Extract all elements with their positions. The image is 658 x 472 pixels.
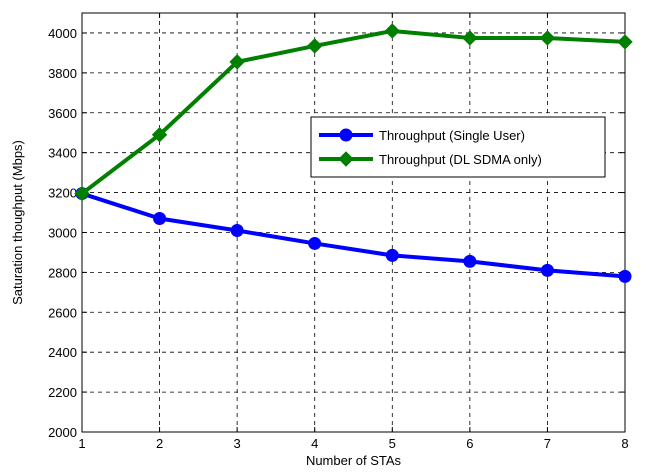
y-tick-label: 4000 — [48, 26, 77, 41]
x-axis-label: Number of STAs — [306, 453, 402, 468]
data-point — [307, 38, 323, 54]
y-tick-label: 3000 — [48, 225, 77, 240]
x-tick-label: 7 — [544, 436, 551, 451]
series-single-user — [75, 187, 632, 283]
data-point — [308, 236, 322, 250]
series-line — [81, 191, 626, 279]
plot-area-frame — [81, 12, 626, 433]
series-dl-sdma — [74, 23, 633, 202]
y-tick-label: 3800 — [48, 66, 77, 81]
data-point — [230, 223, 244, 237]
x-tick-label: 6 — [466, 436, 473, 451]
legend-marker-single-user — [339, 128, 353, 142]
data-point — [229, 54, 245, 70]
data-point — [540, 263, 554, 277]
series-layer — [74, 23, 633, 283]
legend-label-single-user: Throughput (Single User) — [379, 128, 525, 143]
y-tick-label: 2400 — [48, 345, 77, 360]
data-point — [539, 30, 556, 46]
x-tick-label: 1 — [78, 436, 85, 451]
legend: Throughput (Single User) Throughput (DL … — [310, 116, 606, 178]
data-point — [385, 248, 399, 262]
data-point — [462, 30, 478, 46]
y-tick-label: 3400 — [48, 146, 77, 161]
legend-marker-dl-sdma — [338, 151, 354, 167]
y-tick-label: 2200 — [48, 385, 77, 400]
y-tick-label: 3200 — [48, 186, 77, 201]
grid-lines — [82, 13, 625, 432]
y-axis-label: Saturation thoughput (Mbps) — [10, 140, 25, 305]
data-point — [153, 212, 167, 226]
x-tick-label: 5 — [389, 436, 396, 451]
y-tick-label: 3600 — [48, 106, 77, 121]
x-tick-label: 8 — [621, 436, 628, 451]
data-point — [74, 185, 90, 202]
data-point — [463, 254, 477, 268]
legend-label-dl-sdma: Throughput (DL SDMA only) — [379, 152, 542, 167]
y-tick-label: 2600 — [48, 305, 77, 320]
legend-box — [310, 116, 606, 178]
y-tick-label: 2800 — [48, 265, 77, 280]
series-line — [80, 28, 626, 196]
axis-ticks: 1 2 3 4 5 6 7 8 2000 2200 2400 2600 2800 3000 3200 3400… — [48, 13, 629, 451]
data-point — [384, 23, 400, 39]
data-point — [617, 34, 633, 50]
x-tick-label: 3 — [234, 436, 241, 451]
data-point — [618, 269, 632, 283]
y-tick-label: 2000 — [48, 425, 77, 440]
x-tick-label: 4 — [311, 436, 318, 451]
x-tick-label: 2 — [156, 436, 163, 451]
data-point — [151, 127, 168, 143]
